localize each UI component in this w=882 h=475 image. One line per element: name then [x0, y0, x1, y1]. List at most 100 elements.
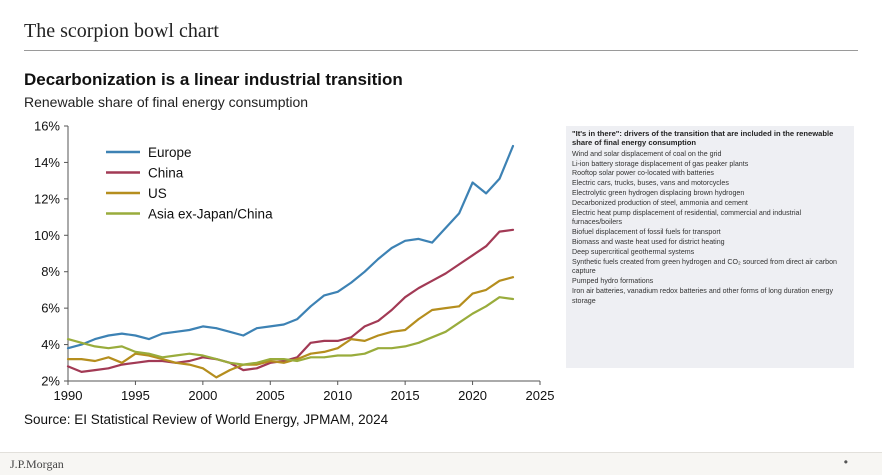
data-point-europe	[444, 227, 447, 229]
data-point-us	[417, 318, 420, 320]
series-line-asia-ex-japan-china	[66, 296, 515, 366]
data-point-us	[512, 276, 514, 279]
series-europe	[66, 144, 515, 350]
page-header: The scorpion bowl chart	[24, 20, 219, 42]
panel-item: Electrolytic green hydrogen displacing b…	[572, 189, 745, 197]
panel-item: Biomass and waste heat used for district…	[572, 237, 725, 246]
x-tick-label: 2000	[188, 388, 217, 403]
data-point-europe	[107, 334, 110, 337]
data-point-china	[188, 360, 191, 362]
data-point-europe	[390, 247, 393, 249]
x-tick-label: 1995	[121, 388, 150, 403]
data-point-us	[309, 352, 312, 355]
header-divider	[24, 50, 858, 51]
data-point-europe	[148, 338, 150, 341]
data-point-us	[121, 361, 123, 364]
footer-marker: •	[843, 455, 848, 469]
data-point-us	[458, 305, 460, 308]
footer-bar: J.P.Morgan •	[0, 452, 882, 475]
data-point-us	[269, 360, 272, 362]
y-tick-label: 12%	[34, 191, 60, 206]
data-point-us	[485, 289, 487, 291]
panel-item: Biofuel displacement of fossil fuels for…	[572, 228, 721, 237]
data-point-us	[471, 292, 474, 295]
data-point-china	[323, 340, 326, 342]
panel-item: Deep supercritical geothermal systems	[572, 247, 695, 256]
panel-heading: "It's in there": drivers of the transiti…	[572, 129, 834, 148]
data-point-europe	[161, 332, 164, 335]
data-point-china	[67, 365, 69, 368]
x-tick-label: 2025	[526, 388, 555, 403]
data-point-china	[134, 361, 137, 364]
data-point-europe	[309, 305, 312, 308]
data-point-us	[377, 334, 380, 337]
data-point-asia-ex-japan-china	[390, 347, 393, 350]
data-point-asia-ex-japan-china	[269, 358, 272, 361]
data-point-europe	[269, 325, 272, 328]
panel-item: Iron air batteries, vanadium redox batte…	[572, 286, 834, 305]
data-point-asia-ex-japan-china	[188, 352, 191, 355]
data-point-china	[431, 279, 434, 282]
data-point-china	[94, 369, 96, 371]
data-point-us	[174, 361, 177, 364]
data-point-asia-ex-japan-china	[404, 345, 407, 348]
data-point-us	[107, 356, 110, 359]
data-point-us	[336, 347, 339, 350]
data-point-europe	[471, 181, 474, 184]
data-point-asia-ex-japan-china	[242, 363, 245, 366]
data-point-europe	[458, 212, 460, 215]
data-point-china	[282, 360, 285, 362]
data-point-asia-ex-japan-china	[121, 345, 123, 348]
data-point-europe	[215, 327, 218, 330]
data-point-europe	[67, 347, 69, 350]
series-asia-ex-japan-china	[66, 296, 515, 366]
data-point-us	[228, 369, 231, 371]
data-point-china	[498, 230, 501, 233]
data-point-europe	[134, 334, 137, 337]
data-point-asia-ex-japan-china	[417, 341, 420, 344]
data-point-asia-ex-japan-china	[296, 360, 299, 362]
drivers-panel: "It's in there": drivers of the transiti…	[566, 126, 854, 368]
data-point-us	[255, 363, 258, 366]
data-point-china	[107, 367, 110, 370]
legend-label: Europe	[148, 145, 192, 160]
panel-item: Electric cars, trucks, buses, vans and m…	[572, 179, 729, 188]
data-point-asia-ex-japan-china	[458, 321, 460, 324]
data-point-china	[350, 336, 353, 339]
data-point-asia-ex-japan-china	[134, 350, 137, 353]
data-point-us	[444, 307, 447, 310]
data-point-asia-ex-japan-china	[336, 354, 339, 357]
data-point-europe	[188, 329, 191, 331]
y-tick-label: 6%	[41, 301, 60, 316]
data-point-us	[296, 358, 299, 361]
data-point-europe	[498, 177, 501, 180]
data-point-asia-ex-japan-china	[363, 352, 366, 355]
data-point-asia-ex-japan-china	[444, 330, 447, 333]
data-point-china	[444, 272, 447, 275]
data-point-asia-ex-japan-china	[431, 336, 434, 339]
data-point-europe	[363, 270, 366, 273]
y-tick-label: 10%	[34, 228, 60, 243]
data-point-europe	[255, 327, 258, 330]
data-point-us	[323, 350, 326, 353]
data-point-asia-ex-japan-china	[255, 361, 258, 364]
data-point-asia-ex-japan-china	[512, 298, 514, 300]
data-point-asia-ex-japan-china	[67, 338, 69, 341]
y-tick-label: 2%	[41, 374, 60, 389]
data-point-asia-ex-japan-china	[471, 312, 474, 315]
data-point-china	[255, 367, 258, 370]
y-tick-label: 14%	[34, 155, 60, 170]
data-point-us	[390, 330, 393, 333]
data-point-china	[404, 296, 407, 299]
data-point-us	[201, 367, 204, 370]
data-point-us	[215, 376, 218, 379]
data-point-china	[485, 245, 487, 248]
chart-legend: Europe China US Asia ex-Japan/China	[106, 145, 273, 222]
data-point-europe	[80, 343, 83, 346]
panel-list: Wind and solar displacement of coal on t…	[572, 150, 848, 307]
y-tick-label: 8%	[41, 264, 60, 279]
panel-item: Decarbonized production of steel, ammoni…	[572, 198, 748, 207]
y-tick-label: 4%	[41, 337, 60, 352]
data-point-us	[350, 338, 353, 341]
data-point-us	[404, 329, 407, 331]
